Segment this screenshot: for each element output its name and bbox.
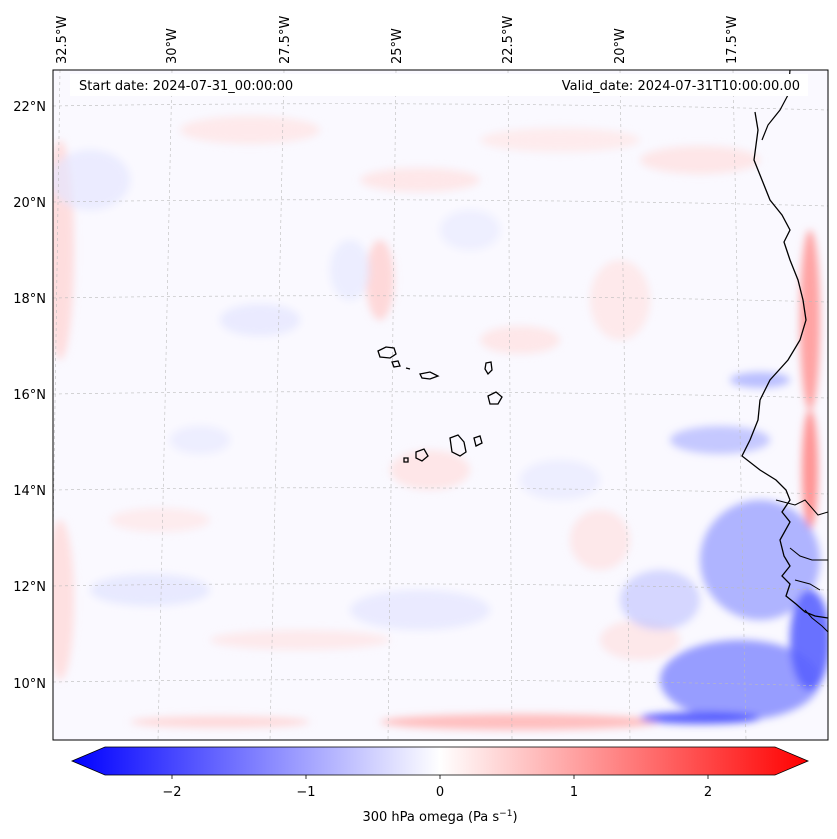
island-santiago: [449, 434, 467, 457]
date-banner: [70, 74, 808, 96]
cape-verde-islands: [377, 346, 503, 463]
lat-label-16n: 16°N: [13, 388, 46, 403]
colorbar-tick-label: 1: [570, 785, 578, 800]
colorbar-tick-label: 0: [436, 785, 444, 800]
island-boavista: [487, 391, 503, 405]
lat-label-20n: 20°N: [13, 196, 46, 211]
valid-date-label: Valid_date: 2024-07-31T10:00:00.00: [562, 79, 800, 94]
island-maio: [473, 435, 483, 447]
colorbar-label: 300 hPa omega (Pa s−1): [362, 809, 517, 825]
lon-label-20w: 20°W: [613, 28, 628, 64]
colorbar-tick-label: 2: [704, 785, 712, 800]
lat-label-18n: 18°N: [13, 292, 46, 307]
omega-anomalies: [53, 116, 828, 730]
guinea-bissau-coast: [789, 547, 828, 633]
omega-field: Start date: 2024-07-31_00:00:00 Valid_da…: [53, 70, 828, 740]
colorbar-body: [70, 746, 810, 776]
island-brava: [403, 457, 409, 463]
island-sao-nicolau: [419, 371, 440, 380]
colorbar: −2 −1 0 1 2 300 hPa omega (Pa s−1): [70, 746, 810, 825]
lon-label-30w: 30°W: [165, 28, 180, 64]
island-sao-vicente: [391, 360, 401, 368]
longitude-labels: 32.5°W 30°W 27.5°W 25°W 22.5°W 20°W 17.5…: [55, 16, 740, 64]
lat-label-12n: 12°N: [13, 580, 46, 595]
lat-label-14n: 14°N: [13, 484, 46, 499]
lat-label-22n: 22°N: [13, 100, 46, 115]
colorbar-tick-label: −2: [162, 785, 181, 800]
island-santo-antao: [377, 346, 397, 359]
island-santa-luzia: [405, 367, 411, 370]
africa-coastline: [741, 111, 828, 619]
start-date-label: Start date: 2024-07-31_00:00:00: [79, 79, 293, 94]
island-fogo: [415, 448, 429, 462]
lon-label-17-5w: 17.5°W: [725, 16, 740, 64]
island-sal: [484, 361, 493, 376]
colorbar-ticks: −2 −1 0 1 2: [162, 775, 712, 800]
graticule: [53, 70, 828, 740]
map-frame: [52, 69, 829, 741]
lon-label-25w: 25°W: [390, 28, 405, 64]
latitude-labels: 22°N 20°N 18°N 16°N 14°N 12°N 10°N: [13, 100, 46, 692]
lat-label-10n: 10°N: [13, 677, 46, 692]
colorbar-tick-label: −1: [296, 785, 315, 800]
lon-label-32-5w: 32.5°W: [55, 16, 70, 64]
lon-label-27-5w: 27.5°W: [278, 16, 293, 64]
senegal-river-estuary: [775, 499, 828, 516]
lon-label-22-5w: 22.5°W: [501, 16, 516, 64]
